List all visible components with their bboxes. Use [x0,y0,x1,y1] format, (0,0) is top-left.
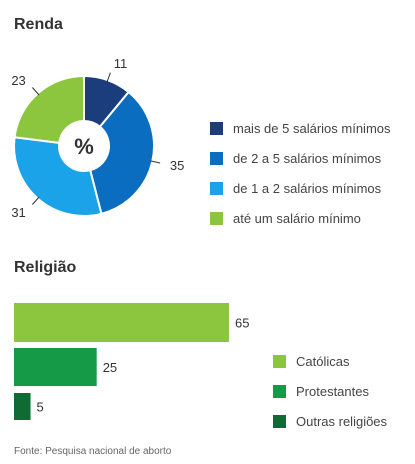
legend-item-de2a5: de 2 a 5 salários mínimos [210,143,391,173]
pie-center-hole [59,121,109,171]
pie-center-label: % [74,134,94,159]
legend-item-catolicas: Católicas [273,346,387,376]
legend-swatch-de2a5 [210,151,223,165]
pie-value-label-de2a5: 35 [170,158,184,173]
legend-swatch-ate1 [210,211,223,225]
legend-label-de2a5: de 2 a 5 salários mínimos [233,150,382,166]
pie-leader-ate1 [32,87,40,96]
legend-item-de1a2: de 1 a 2 salários mínimos [210,173,391,203]
renda-legend: mais de 5 salários mínimos de 2 a 5 salá… [210,113,391,233]
legend-item-ate1: até um salário mínimo [210,203,391,233]
bar-value-label-catolicas: 65 [235,316,249,331]
legend-label-catolicas: Católicas [296,353,350,369]
pie-value-label-ate1: 23 [11,73,25,88]
bar-catolicas [14,303,229,342]
bar-protestantes [14,348,97,386]
pie-leader-de2a5 [150,160,161,164]
pie-value-label-mais5: 11 [114,56,128,71]
legend-swatch-mais5 [210,121,223,135]
legend-swatch-de1a2 [210,181,223,195]
bar-value-label-protestantes: 25 [103,360,117,375]
legend-label-ate1: até um salário mínimo [233,210,361,226]
legend-label-de1a2: de 1 a 2 salários mínimos [233,180,382,196]
legend-swatch-protestantes [273,384,286,398]
pie-leader-mais5 [106,72,111,83]
religiao-legend: Católicas Protestantes Outras religiões [273,346,387,436]
legend-label-outras: Outras religiões [296,413,388,429]
legend-item-mais5: mais de 5 salários mínimos [210,113,391,143]
pie-leader-de1a2 [32,196,40,205]
legend-item-protestantes: Protestantes [273,376,387,406]
legend-item-outras: Outras religiões [273,406,387,436]
legend-swatch-catolicas [273,354,286,368]
legend-swatch-outras [273,414,286,428]
bar-outras [14,393,31,420]
renda-title: Renda [14,16,63,33]
legend-label-mais5: mais de 5 salários mínimos [233,120,391,136]
pie-value-label-de1a2: 31 [11,205,25,220]
bar-value-label-outras: 5 [37,400,44,415]
religiao-title: Religião [14,259,77,276]
source-note: Fonte: Pesquisa nacional de aborto [14,446,172,457]
legend-label-protestantes: Protestantes [296,383,369,399]
